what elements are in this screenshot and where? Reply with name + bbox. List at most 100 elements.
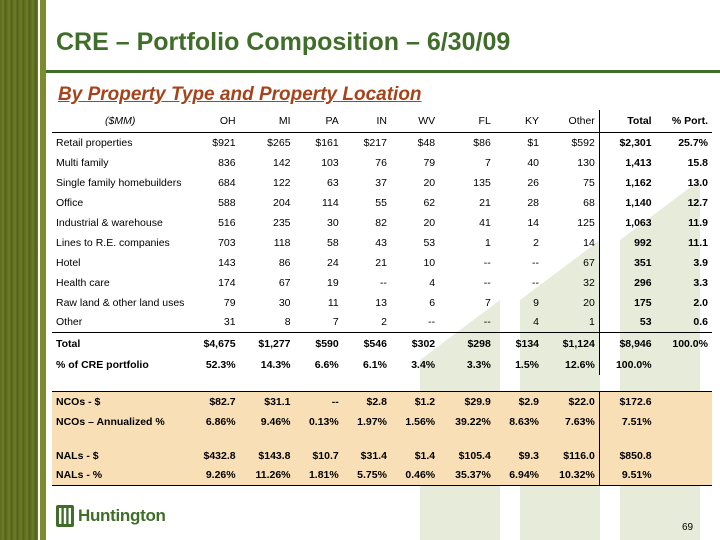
page-number: 69: [682, 522, 694, 533]
table-cell: $22.0: [543, 391, 600, 412]
table-row: Hotel 143 86 24 21 10 -- -- 67 351 3.9: [52, 252, 712, 273]
table-cell: 1.56%: [390, 411, 440, 432]
table-cell: 11.26%: [239, 465, 295, 486]
slide-subtitle: By Property Type and Property Location: [58, 84, 422, 105]
left-decorative-band: [0, 0, 38, 540]
table-cell: 10: [423, 256, 436, 269]
table-cell: 142: [273, 156, 291, 169]
table-cell: --: [428, 316, 436, 329]
table-cell: 9.26%: [188, 465, 240, 486]
logo-text: Huntington: [78, 506, 166, 525]
table-cell: 21: [479, 196, 491, 209]
table-cell: 67: [278, 276, 291, 289]
row-label: Other: [56, 316, 83, 329]
table-cell: 130: [577, 156, 595, 169]
row-label: Multi family: [56, 156, 109, 169]
table-cell: 235: [273, 216, 291, 229]
table-cell: 13: [375, 296, 387, 309]
row-label: Retail properties: [56, 136, 133, 149]
table-cell: 6.1%: [363, 359, 387, 371]
credit-spacer-row: [52, 431, 712, 446]
table-cell: 135: [473, 176, 491, 189]
table-cell: $1,124: [543, 332, 600, 355]
table-cell: 2.0: [693, 296, 708, 309]
table-cell: 7: [332, 316, 339, 329]
table-cell: 6.86%: [188, 411, 240, 432]
nco-dollar-row: NCOs - $ $82.7 $31.1 -- $2.8 $1.2 $29.9 $2.9 $22…: [52, 391, 712, 412]
table-cell: 1.81%: [294, 465, 343, 486]
table-cell: $10.7: [294, 445, 343, 466]
title-divider: [46, 70, 720, 73]
table-cell: 3.9: [693, 256, 708, 269]
table-cell: 0.6: [693, 316, 708, 329]
table-cell: 82: [375, 216, 387, 229]
table-cell: $2,301: [598, 132, 656, 153]
table-cell: 62: [423, 196, 436, 209]
table-cell: $29.9: [439, 391, 495, 412]
table-cell: 21: [375, 256, 387, 269]
table-cell: 516: [218, 216, 236, 229]
table-cell: 9: [533, 296, 539, 309]
row-label: % of CRE portfolio: [56, 359, 149, 371]
slide-title: CRE – Portfolio Composition – 6/30/09: [56, 28, 511, 56]
row-label: Hotel: [56, 256, 81, 269]
table-row: Health care 174 67 19 -- 4 -- -- 32 296 3.3: [52, 272, 712, 293]
table-row: Lines to R.E. companies 703 118 58 43 53 1 2 14 9…: [52, 232, 712, 253]
table-cell: $2.9: [494, 391, 543, 412]
row-label: NCOs - $: [52, 391, 189, 412]
table-cell: 37: [375, 176, 387, 189]
table-cell: $143.8: [239, 445, 295, 466]
table-cell: 19: [327, 276, 339, 289]
row-label: Health care: [56, 276, 110, 289]
table-cell: 351: [598, 252, 656, 273]
table-cell: 1,162: [598, 172, 656, 193]
table-cell: 13.0: [687, 176, 708, 189]
table-cell: 8.63%: [494, 411, 543, 432]
header-unit: ($MM): [52, 110, 189, 133]
table-cell: 684: [218, 176, 236, 189]
table-row: Retail properties $921 $265 $161 $217 $48 $86 $…: [52, 132, 712, 153]
table-cell: $1: [527, 136, 539, 149]
table-cell: [655, 445, 712, 466]
table-cell: 4: [429, 276, 436, 289]
table-cell: 1: [484, 236, 491, 249]
table-cell: 588: [218, 196, 236, 209]
table-cell: 143: [218, 256, 236, 269]
table-cell: 35.37%: [439, 465, 495, 486]
spacer-row: [52, 375, 712, 392]
row-label: Lines to R.E. companies: [56, 236, 170, 249]
table-cell: $546: [342, 332, 391, 355]
table-header-row: ($MM) OH MI PA IN WV FL KY Other Total %…: [52, 110, 712, 133]
row-label: Industrial & warehouse: [56, 216, 163, 229]
table-cell: 7: [484, 156, 491, 169]
huntington-logo: Huntington: [56, 505, 166, 527]
table-cell: 6.94%: [494, 465, 543, 486]
nal-pct-row: NALs - % 9.26% 11.26% 1.81% 5.75% 0.46% 35.37%…: [52, 465, 712, 486]
table-cell: 2: [533, 236, 539, 249]
table-cell: [656, 355, 712, 375]
table-cell: $82.7: [188, 391, 240, 412]
table-cell: 14: [583, 236, 595, 249]
table-cell: 3.4%: [411, 359, 436, 371]
table-cell: $921: [212, 136, 236, 149]
table-cell: 14: [527, 216, 539, 229]
table-cell: $86: [473, 136, 491, 149]
table-cell: 296: [598, 272, 656, 293]
table-cell: 53: [598, 312, 656, 333]
pct-cre-row: % of CRE portfolio 52.3% 14.3% 6.6% 6.1% 3.4%…: [52, 355, 712, 375]
header-total: Total: [598, 110, 656, 133]
table-cell: $298: [439, 332, 495, 355]
huntington-logo-icon: [56, 505, 74, 527]
table-cell: [655, 465, 712, 486]
header-ky: KY: [494, 110, 543, 133]
table-cell: 76: [375, 156, 387, 169]
row-label: Single family homebuilders: [56, 176, 182, 189]
table-cell: 175: [598, 292, 656, 313]
table-cell: --: [532, 256, 539, 269]
table-cell: 8: [284, 316, 291, 329]
header-pct-port: % Port.: [655, 110, 712, 133]
table-cell: 53: [423, 236, 436, 249]
table-cell: 6: [429, 296, 436, 309]
table-cell: --: [532, 276, 539, 289]
table-cell: 992: [598, 232, 656, 253]
